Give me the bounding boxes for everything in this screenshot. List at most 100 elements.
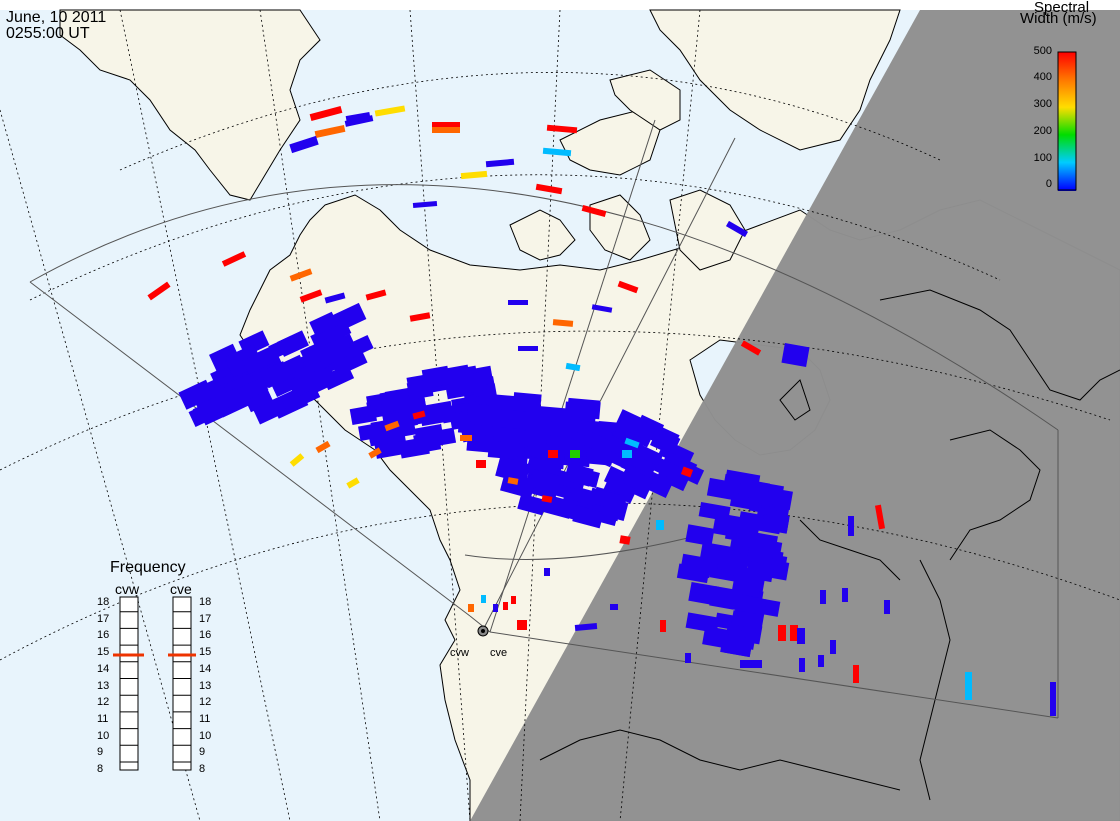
scatter-streak: [740, 660, 762, 668]
scatter-streak: [535, 183, 563, 195]
scatter-cell: [512, 392, 542, 413]
scatter-streak: [574, 623, 598, 631]
freq-scale-right-10: 10: [199, 729, 212, 742]
freq-scale-left-14: 14: [97, 662, 110, 675]
scatter-streak: [542, 147, 572, 157]
scatter-streak: [412, 410, 426, 420]
frequency-bars: [113, 596, 196, 771]
scatter-streak: [345, 111, 371, 123]
scatter-streak: [1050, 682, 1056, 716]
land-greenland: [649, 9, 901, 151]
frequency-title: Frequency: [110, 559, 186, 576]
scatter-streak: [289, 453, 305, 467]
scatter-cell: [493, 427, 525, 444]
colorbar-tick-200: 200: [1033, 125, 1052, 137]
graticule: [0, 9, 1120, 821]
scatter-cell: [572, 505, 604, 529]
scatter-cell: [685, 524, 715, 547]
freq-scale-left-16: 16: [97, 629, 110, 642]
colorbar-tick-100: 100: [1033, 152, 1052, 164]
scatter-cell: [466, 432, 500, 454]
frequency-radar-right: cve: [170, 581, 192, 597]
scatter-streak: [412, 200, 438, 209]
colorbar: [1057, 51, 1077, 191]
scatter-cell: [495, 456, 531, 484]
scatter-cell: [588, 487, 620, 510]
scatter-cell: [732, 565, 761, 585]
freq-scale-left-18: 18: [97, 596, 110, 608]
scatter-streak: [874, 504, 886, 530]
scatter-streak: [374, 105, 406, 117]
scatter-streak: [541, 495, 553, 503]
scatter-cell: [474, 408, 507, 428]
scatter-streak: [591, 304, 613, 313]
map-date: June, 10 2011: [6, 9, 107, 26]
scatter-cell: [345, 334, 374, 359]
scatter-streak: [790, 625, 798, 641]
scatter-cell: [737, 530, 765, 550]
scatter-streak: [221, 251, 247, 267]
scatter-cell: [349, 404, 378, 426]
scatter-streak: [517, 620, 527, 630]
scatter-streak: [656, 520, 664, 530]
scatter-cell: [565, 463, 594, 487]
scatter-streak: [778, 625, 786, 641]
night-coastlines: [539, 289, 1120, 801]
scatter-cell: [535, 453, 564, 476]
scatter-streak: [476, 460, 486, 468]
colorbar-tick-300: 300: [1033, 98, 1052, 110]
colorbar-tick-500: 500: [1033, 45, 1052, 57]
scatter-cell: [309, 311, 339, 336]
freq-bar-cve: [172, 596, 192, 771]
freq-tick-lines: [120, 611, 191, 763]
scatter-streak: [315, 440, 331, 454]
scatter-cell: [676, 563, 710, 584]
scatter-cell: [242, 347, 277, 375]
scatter-cell: [456, 371, 488, 395]
scatter-streak: [544, 568, 550, 576]
scatter-cell: [331, 348, 368, 377]
colorbar-tick-400: 400: [1033, 71, 1052, 83]
scatter-streak: [493, 604, 498, 612]
scatter-streak: [309, 105, 343, 122]
scatter-cell: [720, 633, 753, 658]
freq-scale-left-8: 8: [97, 763, 104, 775]
scatter-cell: [731, 610, 759, 629]
colorbar-gradient: [1057, 51, 1077, 191]
scatter-streak: [481, 595, 486, 603]
scatter-streak: [570, 450, 580, 458]
freq-scale-left-15: 15: [97, 646, 110, 659]
scatter-streak: [346, 477, 360, 489]
radar-sites: [477, 625, 489, 637]
scatter-streak: [324, 292, 346, 304]
scatter-cell: [738, 478, 770, 501]
scatter-cell: [761, 514, 790, 534]
night-terminator: [470, 10, 1120, 821]
scatter-streak: [147, 281, 171, 301]
freq-scale-right-17: 17: [199, 612, 212, 625]
scatter-cell: [398, 436, 430, 459]
scatter-streak: [552, 319, 574, 327]
scatter-cell: [317, 335, 353, 366]
freq-scale-left-12: 12: [97, 696, 110, 709]
scatter-streak: [460, 435, 472, 441]
scatter-streak: [460, 170, 488, 180]
freq-scale-right-8: 8: [199, 763, 206, 775]
freq-scale-right-14: 14: [199, 662, 212, 675]
scatter-cell: [306, 366, 338, 394]
scatter-cells: [147, 105, 1056, 716]
scatter-cell: [322, 318, 352, 344]
land-arctic-island-4: [559, 109, 661, 176]
scatter-streak: [432, 127, 460, 133]
freq-bar-cvw: [119, 596, 139, 771]
scatter-streak: [680, 466, 694, 478]
scatter-streak: [842, 588, 848, 602]
scatter-streak: [289, 268, 313, 282]
legend-title-line2: Width (m/s): [1020, 10, 1097, 27]
freq-scale-right-15: 15: [199, 646, 212, 659]
scatter-cell: [517, 493, 547, 516]
scatter-streak: [617, 280, 639, 294]
scatter-cell: [604, 474, 637, 500]
scatter-streak: [818, 655, 824, 667]
frequency-radar-left: cvw: [115, 581, 140, 597]
